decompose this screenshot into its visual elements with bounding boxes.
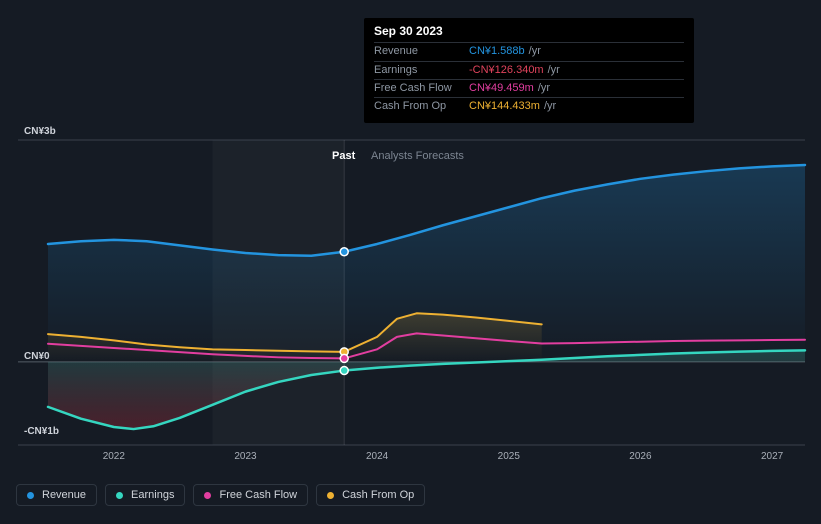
tooltip-label: Earnings — [374, 64, 469, 77]
legend-item-revenue[interactable]: Revenue — [16, 484, 97, 506]
tooltip-value: CN¥1.588b — [469, 45, 525, 58]
tooltip-unit: /yr — [529, 45, 541, 58]
tooltip-value: CN¥144.433m — [469, 100, 540, 113]
legend-item-free_cash_flow[interactable]: Free Cash Flow — [193, 484, 308, 506]
x-tick-2023: 2023 — [234, 451, 256, 462]
marker-point-earnings — [340, 367, 348, 375]
tooltip-date: Sep 30 2023 — [374, 24, 684, 38]
y-tick-3b: CN¥3b — [24, 126, 56, 137]
tooltip-unit: /yr — [544, 100, 556, 113]
legend-label: Free Cash Flow — [219, 489, 297, 501]
legend-item-cash_from_op[interactable]: Cash From Op — [316, 484, 425, 506]
past-section-label: Past — [332, 150, 355, 162]
legend-dot-icon — [116, 492, 123, 499]
legend-label: Revenue — [42, 489, 86, 501]
legend-dot-icon — [204, 492, 211, 499]
x-tick-2027: 2027 — [761, 451, 783, 462]
y-tick-0: CN¥0 — [24, 351, 50, 362]
marker-point-revenue — [340, 248, 348, 256]
tooltip-label: Free Cash Flow — [374, 82, 469, 95]
tooltip-unit: /yr — [548, 64, 560, 77]
legend-label: Cash From Op — [342, 489, 414, 501]
tooltip-value: -CN¥126.340m — [469, 64, 544, 77]
tooltip-row-revenue: RevenueCN¥1.588b/yr — [374, 42, 684, 60]
x-tick-2025: 2025 — [498, 451, 520, 462]
tooltip-label: Revenue — [374, 45, 469, 58]
tooltip-row-cash-from-op: Cash From OpCN¥144.433m/yr — [374, 97, 684, 115]
tooltip-row-earnings: Earnings-CN¥126.340m/yr — [374, 61, 684, 79]
tooltip-row-free-cash-flow: Free Cash FlowCN¥49.459m/yr — [374, 79, 684, 97]
x-tick-2024: 2024 — [366, 451, 388, 462]
legend-dot-icon — [27, 492, 34, 499]
legend-item-earnings[interactable]: Earnings — [105, 484, 185, 506]
forecast-section-label: Analysts Forecasts — [371, 150, 464, 162]
y-tick-neg1b: -CN¥1b — [24, 426, 59, 437]
chart-tooltip: Sep 30 2023 RevenueCN¥1.588b/yrEarnings-… — [364, 18, 694, 123]
legend-label: Earnings — [131, 489, 174, 501]
tooltip-unit: /yr — [538, 82, 550, 95]
tooltip-label: Cash From Op — [374, 100, 469, 113]
tooltip-value: CN¥49.459m — [469, 82, 534, 95]
x-tick-2022: 2022 — [103, 451, 125, 462]
legend-dot-icon — [327, 492, 334, 499]
financial-forecast-chart: CN¥3b CN¥0 -CN¥1b 2022 2023 2024 2025 2026 20… — [0, 0, 821, 524]
x-tick-2026: 2026 — [629, 451, 651, 462]
chart-legend: Revenue Earnings Free Cash Flow Cash From O… — [16, 484, 425, 506]
marker-point-free_cash_flow — [340, 354, 348, 362]
